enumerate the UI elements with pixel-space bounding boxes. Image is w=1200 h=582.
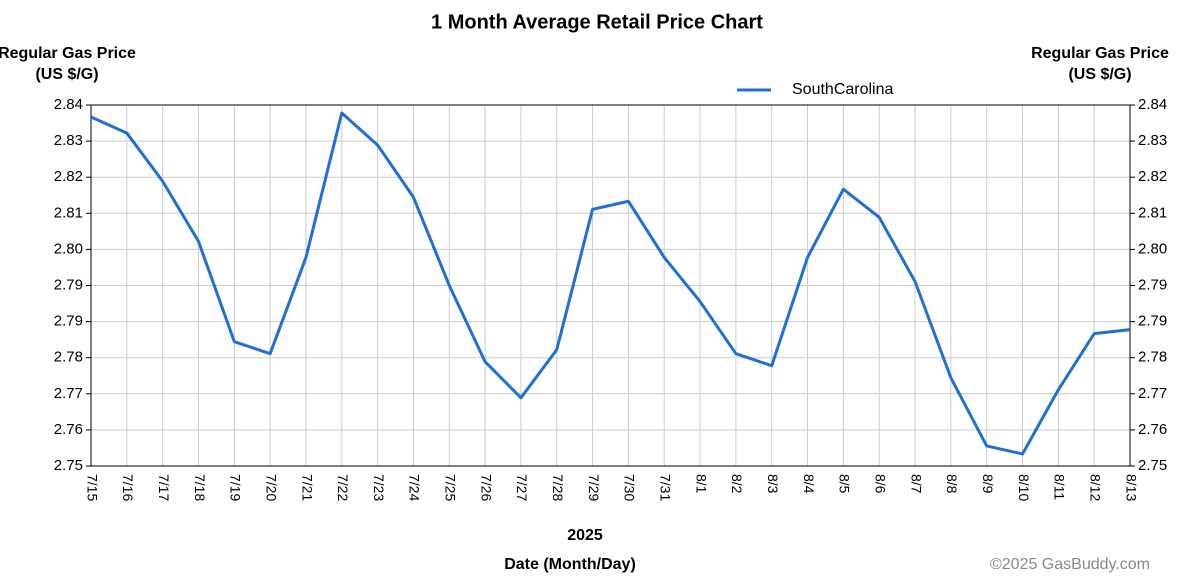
x-tick-label: 8/7	[908, 474, 924, 494]
y-tick-label: 2.76	[54, 421, 83, 438]
x-tick-label: 7/25	[443, 474, 459, 501]
legend-label: SouthCarolina	[792, 81, 894, 98]
y-tick-label: 2.79	[54, 276, 83, 293]
y-axis-label: Regular Gas Price (US $/G)	[0, 45, 136, 83]
y-tick-label: 2.78	[54, 349, 83, 366]
x-tick-label: 8/9	[980, 474, 996, 494]
credit: ©2025 GasBuddy.com	[990, 556, 1150, 573]
x-tick-label: 7/26	[478, 474, 494, 501]
x-tick-label: 7/28	[550, 474, 566, 501]
x-tick-label: 8/12	[1087, 474, 1103, 501]
y-tick-label: 2.75	[54, 457, 83, 474]
chart-title: 1 Month Average Retail Price Chart	[431, 11, 763, 33]
plot-border	[90, 104, 1131, 467]
x-tick-label: 8/8	[944, 474, 960, 494]
year-label: 2025	[567, 527, 603, 544]
y2-tick-label: 2.78	[1138, 349, 1167, 366]
y2-tick-label: 2.80	[1138, 240, 1167, 257]
x-tick-label: 7/27	[514, 474, 530, 501]
y-tick-label: 2.79	[54, 313, 83, 330]
y2-tick-label: 2.81	[1138, 204, 1167, 221]
y2-tick-label: 2.82	[1138, 168, 1167, 185]
y2-tick-label: 2.79	[1138, 276, 1167, 293]
x-tick-label: 7/18	[192, 474, 208, 501]
y2-tick-label: 2.76	[1138, 421, 1167, 438]
line-series	[90, 111, 1131, 456]
x-tick-label: 7/30	[622, 474, 638, 501]
x-axis-label: Date (Month/Day)	[504, 556, 636, 573]
x-tick-label: 7/20	[263, 474, 279, 501]
y2-tick-label: 2.79	[1138, 313, 1167, 330]
x-tick-label: 7/17	[156, 474, 172, 501]
y2-tick-label: 2.77	[1138, 385, 1167, 402]
y2-tick-label: 2.83	[1138, 132, 1167, 149]
y-tick-label: 2.77	[54, 385, 83, 402]
y2-tick-label: 2.84	[1138, 96, 1167, 113]
y-tick-label: 2.84	[54, 96, 83, 113]
x-tick-label: 7/24	[407, 474, 423, 501]
x-tick-label: 7/23	[371, 474, 387, 501]
x-tick-label: 8/5	[837, 474, 853, 494]
x-tick-label: 7/29	[586, 474, 602, 501]
y2-axis-label: Regular Gas Price (US $/G)	[1031, 45, 1169, 83]
x-tick-label: 8/3	[765, 474, 781, 494]
x-tick-label: 8/2	[729, 474, 745, 494]
x-tick-label: 7/19	[228, 474, 244, 501]
x-tick-label: 7/15	[84, 474, 100, 501]
x-tick-label: 8/1	[693, 474, 709, 494]
x-tick-label: 8/11	[1052, 474, 1068, 500]
x-tick-label: 7/16	[120, 474, 136, 501]
x-tick-label: 8/10	[1016, 474, 1032, 501]
y-tick-label: 2.82	[54, 168, 83, 185]
x-tick-label: 8/4	[801, 474, 817, 494]
x-tick-label: 7/21	[299, 474, 315, 501]
y-tick-label: 2.80	[54, 240, 83, 257]
y-tick-label: 2.83	[54, 132, 83, 149]
y-tick-label: 2.81	[54, 204, 83, 221]
y2-tick-label: 2.75	[1138, 457, 1167, 474]
x-tick-label: 7/22	[335, 474, 351, 501]
x-tick-label: 8/13	[1123, 474, 1139, 501]
x-tick-label: 8/6	[873, 474, 889, 494]
x-tick-label: 7/31	[658, 474, 674, 501]
